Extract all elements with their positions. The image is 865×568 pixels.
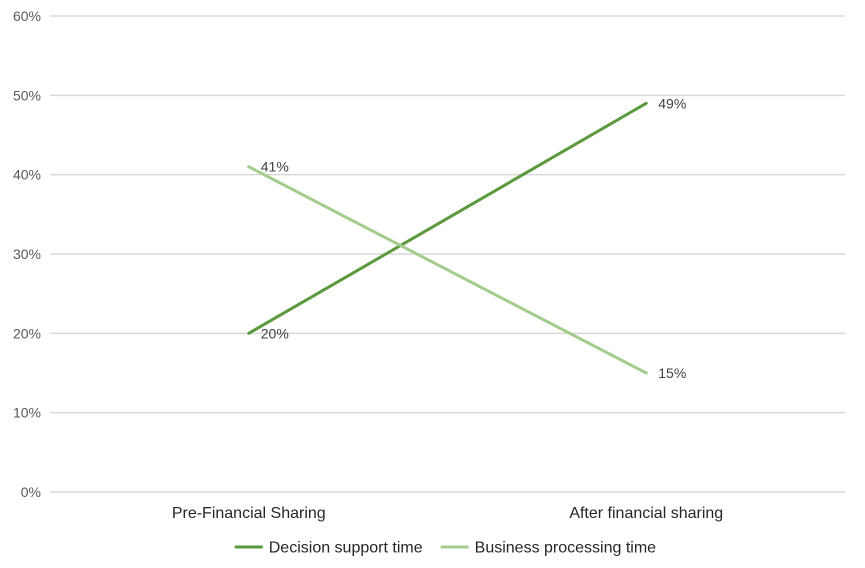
y-axis-tick-labels: 0% 10% 20% 30% 40% 50% 60%	[13, 8, 41, 500]
y-tick-label: 0%	[21, 484, 41, 500]
x-axis-category-labels: Pre-Financial Sharing After financial sha…	[172, 505, 723, 522]
legend: Decision support time Business processing…	[234, 540, 657, 557]
y-tick-label: 60%	[13, 8, 41, 24]
y-tick-label: 50%	[13, 87, 41, 103]
y-tick-label: 30%	[13, 246, 41, 262]
legend-label: Business processing time	[475, 540, 657, 557]
data-labels: 20% 49% 41% 15%	[261, 95, 687, 381]
data-label: 49%	[658, 95, 686, 111]
series-line	[247, 101, 648, 335]
data-label: 15%	[658, 365, 686, 381]
x-category-label: After financial sharing	[569, 505, 723, 522]
y-tick-label: 40%	[13, 167, 41, 183]
series-line	[247, 165, 648, 375]
gridlines	[50, 15, 845, 493]
data-label: 20%	[261, 325, 289, 341]
series-lines	[247, 101, 648, 375]
data-label: 41%	[261, 159, 289, 175]
legend-label: Decision support time	[269, 540, 423, 557]
y-tick-label: 10%	[13, 405, 41, 421]
y-tick-label: 20%	[13, 325, 41, 341]
x-category-label: Pre-Financial Sharing	[172, 505, 326, 522]
